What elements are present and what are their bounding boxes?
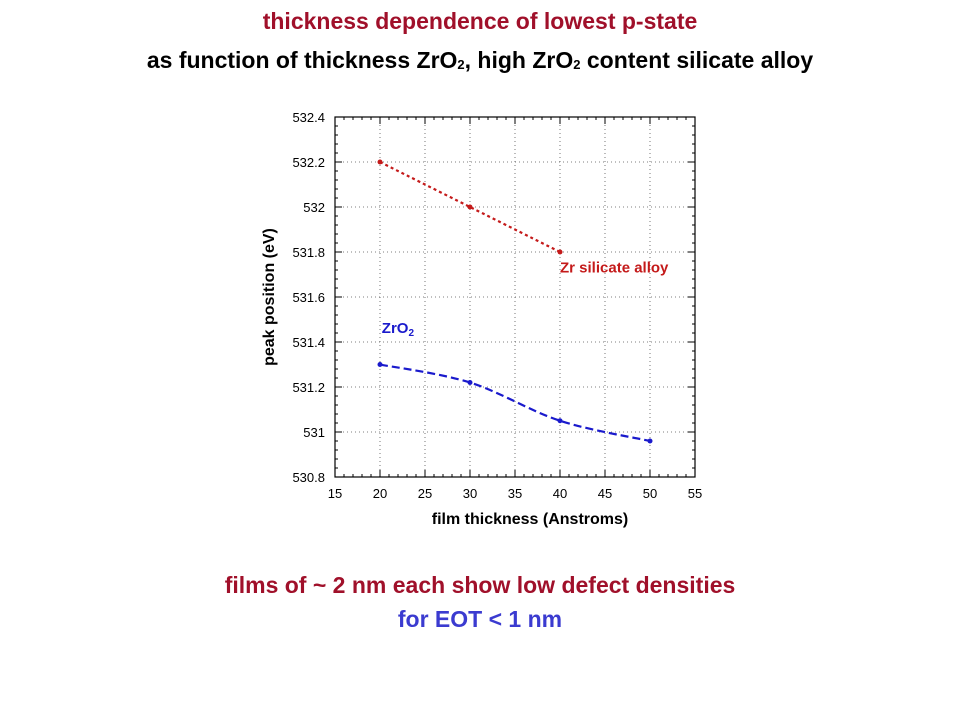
slide-title: thickness dependence of lowest p-state [262, 8, 698, 34]
footer-line-2: for EOT < 1 nm [397, 606, 563, 632]
y-axis-title: peak position (eV) [261, 228, 278, 366]
y-tick-label: 530.8 [292, 470, 325, 485]
x-tick-label: 30 [463, 486, 477, 501]
series-2-point [557, 418, 563, 424]
x-tick-label: 50 [643, 486, 657, 501]
series-1-point [467, 204, 473, 210]
slide-subtitle: as function of thickness ZrO2, high ZrO2… [0, 47, 960, 74]
series-1-point [557, 249, 563, 255]
y-tick-label: 531.4 [292, 335, 325, 350]
subtitle-part-2: , high ZrO [464, 47, 574, 73]
y-tick-label: 531.6 [292, 290, 325, 305]
series-2-point [377, 362, 383, 367]
y-tick-label: 531 [303, 425, 325, 440]
y-tick-label: 531.8 [292, 245, 325, 260]
x-tick-label: 40 [553, 486, 567, 501]
x-axis-title: film thickness (Anstroms) [432, 511, 628, 528]
series-1-point [377, 159, 383, 165]
subtitle-subscript-1: 2 [457, 57, 465, 72]
series-2-line [379, 363, 651, 443]
y-tick-label: 532 [303, 200, 325, 215]
x-tick-label: 25 [418, 486, 432, 501]
series-2-point [467, 380, 473, 385]
x-tick-label: 55 [688, 486, 702, 501]
y-tick-label: 532.4 [292, 110, 325, 125]
x-tick-label: 35 [508, 486, 522, 501]
plot-frame [334, 116, 696, 478]
subtitle-part-1: as function of thickness ZrO [146, 47, 458, 73]
x-tick-label: 20 [373, 486, 387, 501]
x-tick-label: 15 [328, 486, 342, 501]
series-2-point [647, 438, 653, 444]
x-tick-label: 45 [598, 486, 612, 501]
y-tick-label: 531.2 [292, 380, 325, 395]
subtitle-subscript-2: 2 [573, 57, 581, 72]
footer-line-1: films of ~ 2 nm each show low defect den… [224, 572, 736, 598]
subtitle-part-3: content silicate alloy [580, 47, 814, 73]
series-2-label: ZrO2 [382, 320, 415, 339]
y-tick-label: 532.2 [292, 155, 325, 170]
series-1-label: Zr silicate alloy [560, 259, 669, 276]
series-2-label-subscript: 2 [408, 328, 414, 339]
